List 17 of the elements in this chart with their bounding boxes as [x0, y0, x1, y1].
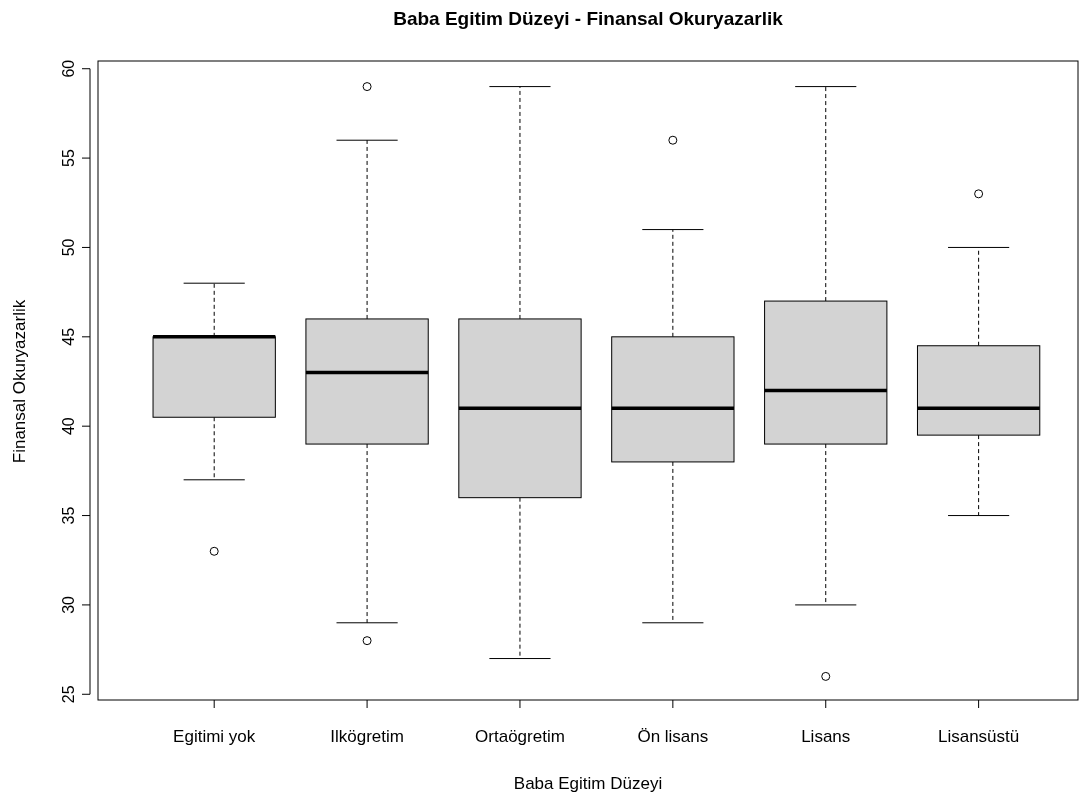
chart-title: Baba Egitim Düzeyi - Finansal Okuryazarlik	[393, 8, 784, 29]
y-tick-label: 30	[60, 595, 77, 614]
x-tick-label: Egitimi yok	[173, 727, 256, 746]
y-tick-label: 35	[60, 506, 77, 525]
y-tick-label: 60	[60, 59, 77, 78]
x-tick-label: Ortaögretim	[475, 727, 565, 746]
x-tick-label: Ön lisans	[637, 727, 709, 746]
y-tick-label: 25	[60, 685, 77, 704]
y-tick-label: 45	[60, 327, 77, 346]
x-tick-label: Ilkögretim	[330, 727, 404, 746]
x-axis-title: Baba Egitim Düzeyi	[513, 774, 663, 793]
x-tick-label: Lisans	[801, 727, 851, 746]
y-tick-label: 50	[60, 238, 77, 257]
y-tick-label: 40	[60, 417, 77, 436]
x-tick-label: Lisansüstü	[937, 727, 1020, 746]
y-tick-label: 55	[60, 149, 77, 167]
y-axis-title: Finansal Okuryazarlik	[10, 299, 29, 464]
